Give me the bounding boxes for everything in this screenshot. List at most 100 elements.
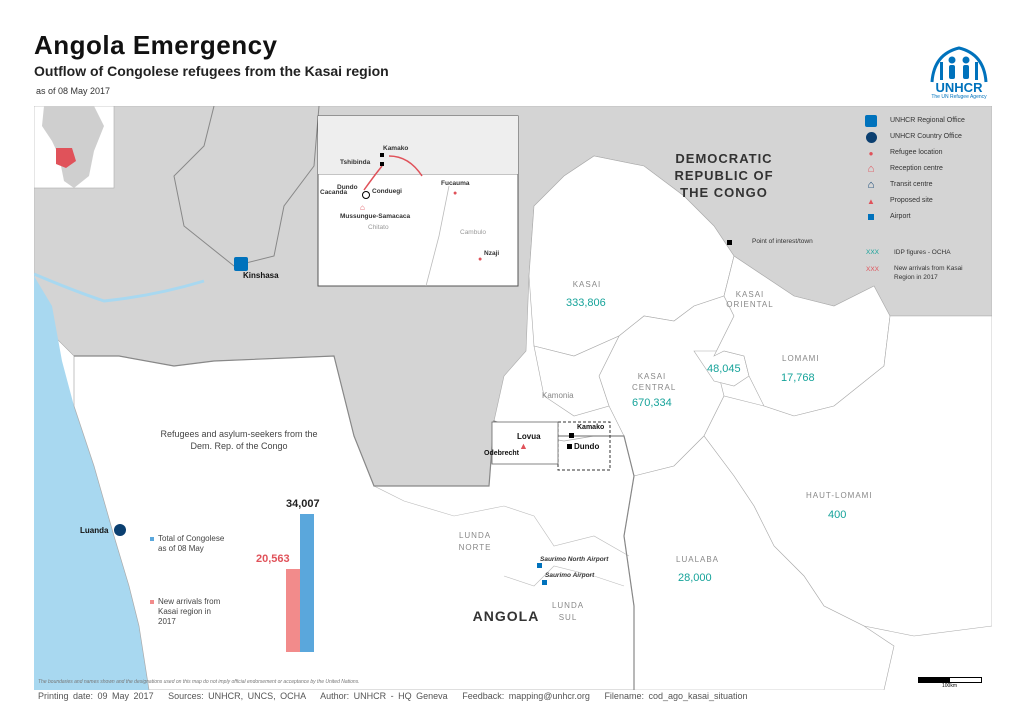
inset-nzaji: Nzaji bbox=[484, 250, 500, 257]
lunda-sul-boundary bbox=[503, 565, 625, 587]
inset-arrow-2 bbox=[363, 165, 383, 191]
region-lunda-norte: LUNDA NORTE bbox=[458, 531, 492, 552]
idp-kasai-oriental: 48,045 bbox=[707, 363, 741, 375]
inset-tshibinda-marker bbox=[380, 162, 384, 166]
place-saurimo: Saurimo Airport bbox=[545, 572, 595, 579]
chart-legend-new: New arrivals from Kasai region in 2017 bbox=[150, 597, 220, 627]
inset-fucauma-refugee-icon: ● bbox=[453, 190, 458, 197]
legend-idp-label: IDP figures - OCHA bbox=[894, 249, 951, 256]
legend-new-symbol: XXX bbox=[866, 266, 880, 273]
region-haut-lomami: HAUT-LOMAMI bbox=[806, 491, 873, 500]
idp-lomami: 17,768 bbox=[781, 372, 815, 384]
inset-mussungue: Mussungue-Samacaca bbox=[340, 213, 411, 220]
legend-airport: Airport bbox=[862, 210, 994, 224]
bar-label-total: 34,007 bbox=[286, 498, 320, 510]
luanda-country-office-icon bbox=[114, 524, 126, 536]
legend-refugee-location: ● Refugee location bbox=[862, 146, 994, 160]
idp-haut-lomami: 400 bbox=[828, 509, 847, 521]
region-lualaba: LUALABA bbox=[676, 555, 720, 564]
saurimo-airport-icon bbox=[542, 580, 547, 585]
legend-poi: Point of interest/town bbox=[752, 238, 813, 245]
inset-river bbox=[425, 185, 450, 287]
kamako-marker bbox=[569, 433, 574, 438]
footer: Printing date: 09 May 2017 Sources: UNHC… bbox=[38, 691, 758, 701]
footer-filename: Filename: cod_ago_kasai_situation bbox=[604, 691, 748, 701]
bar-label-new-arrivals: 20,563 bbox=[256, 552, 290, 565]
poi-legend-icon bbox=[727, 240, 732, 245]
inset-chitato: Chitato bbox=[368, 224, 389, 231]
legend-new-label: New arrivals from Kasai Region in 2017 bbox=[894, 265, 963, 281]
airport-icon bbox=[862, 214, 880, 220]
bar-total-congolese bbox=[300, 514, 314, 652]
place-saurimo-north: Saurimo North Airport bbox=[540, 556, 609, 563]
logo-tagline: The UN Refugee Agency bbox=[931, 94, 987, 100]
lunda-boundary bbox=[373, 485, 630, 557]
footer-feedback: Feedback: mapping@unhcr.org bbox=[462, 691, 590, 701]
place-kamako: Kamako bbox=[577, 424, 605, 431]
atlantic-ocean bbox=[34, 276, 149, 690]
inset-border-drc bbox=[318, 116, 518, 174]
congo-river bbox=[34, 272, 205, 303]
legend-swatch-new bbox=[150, 599, 154, 604]
africa-shape bbox=[42, 106, 104, 188]
inset-arrow-1 bbox=[388, 155, 423, 177]
inset-conduegi: Conduegi bbox=[372, 188, 402, 195]
scale-label: 100km bbox=[942, 683, 958, 689]
disclaimer: The boundaries and names shown and the d… bbox=[38, 679, 360, 685]
region-kamonia: Kamonia bbox=[542, 391, 574, 400]
legend-transit-centre: ⌂ Transit centre bbox=[862, 178, 994, 192]
as-of-date: as of 08 May 2017 bbox=[36, 86, 111, 96]
country-office-icon bbox=[862, 131, 880, 143]
region-lomami: LOMAMI bbox=[782, 354, 820, 363]
legend-swatch-total bbox=[150, 536, 154, 541]
legend-proposed-site: ▲ Proposed site bbox=[862, 194, 994, 208]
proposed-site-icon: ▲ bbox=[519, 441, 528, 451]
inset-kamako: Kamako bbox=[383, 145, 409, 152]
map-subtitle: Outflow of Congolese refugees from the K… bbox=[34, 63, 389, 79]
chart-legend-total: Total of Congolese as of 08 May bbox=[150, 534, 224, 554]
main-map bbox=[34, 106, 992, 690]
inset-reception-centre-icon: ⌂ bbox=[360, 203, 365, 212]
legend-idp-symbol: XXX bbox=[866, 249, 880, 256]
region-kasai-central: KASAI CENTRAL bbox=[632, 372, 677, 392]
chart-title: Refugees and asylum-seekers from the Dem… bbox=[160, 429, 318, 451]
kamonia-area bbox=[533, 335, 620, 417]
legend-country-office: UNHCR Country Office bbox=[862, 130, 994, 144]
regional-office-icon bbox=[862, 115, 880, 127]
saurimo-north-airport-icon bbox=[537, 563, 542, 568]
place-lovua: Lovua bbox=[517, 432, 541, 441]
inset-cacanda: Cacanda bbox=[320, 189, 348, 196]
inset-transit-centre-icon bbox=[362, 191, 370, 199]
region-kasai: KASAI bbox=[572, 280, 602, 289]
inset-cambulo: Cambulo bbox=[460, 229, 487, 236]
unhcr-logo-icon bbox=[930, 46, 988, 83]
legend-regional-office: UNHCR Regional Office bbox=[862, 114, 994, 128]
footer-author: Author: UNHCR - HQ Geneva bbox=[320, 691, 448, 701]
angola-label: ANGOLA bbox=[472, 608, 540, 624]
idp-lualaba: 28,000 bbox=[678, 572, 712, 584]
inset-nzaji-refugee-icon: ● bbox=[478, 256, 483, 263]
logo-wordmark: UNHCR bbox=[935, 80, 983, 95]
idp-kasai: 333,806 bbox=[566, 297, 606, 309]
reception-centre-icon: ⌂ bbox=[867, 163, 875, 175]
map-legend: UNHCR Regional Office UNHCR Country Offi… bbox=[862, 114, 994, 226]
angola-locator bbox=[56, 148, 76, 168]
map-title: Angola Emergency bbox=[34, 30, 278, 60]
proposed-site-icon: ▲ bbox=[867, 196, 875, 206]
kinshasa-regional-office-icon bbox=[234, 257, 248, 271]
refugee-location-icon: ● bbox=[868, 148, 874, 158]
legend-reception-centre: ⌂ Reception centre bbox=[862, 162, 994, 176]
intl-border bbox=[74, 355, 635, 690]
place-dundo: Dundo bbox=[574, 442, 600, 451]
inset-tshibinda: Tshibinda bbox=[340, 159, 371, 166]
bar-new-arrivals bbox=[286, 568, 300, 652]
scale-bar bbox=[918, 677, 982, 683]
drc-label: DEMOCRATIC REPUBLIC OF THE CONGO bbox=[674, 151, 774, 200]
inset-dundo: Dundo bbox=[337, 184, 358, 191]
place-odebrecht: Odebrecht bbox=[484, 450, 520, 457]
transit-centre-icon: ⌂ bbox=[867, 179, 875, 191]
inset-kamako-marker bbox=[380, 153, 384, 157]
inset-fucauma: Fucauma bbox=[441, 180, 470, 187]
region-kasai-oriental: KASAI ORIENTAL bbox=[726, 290, 774, 309]
region-lunda-sul: LUNDA SUL bbox=[551, 601, 585, 622]
